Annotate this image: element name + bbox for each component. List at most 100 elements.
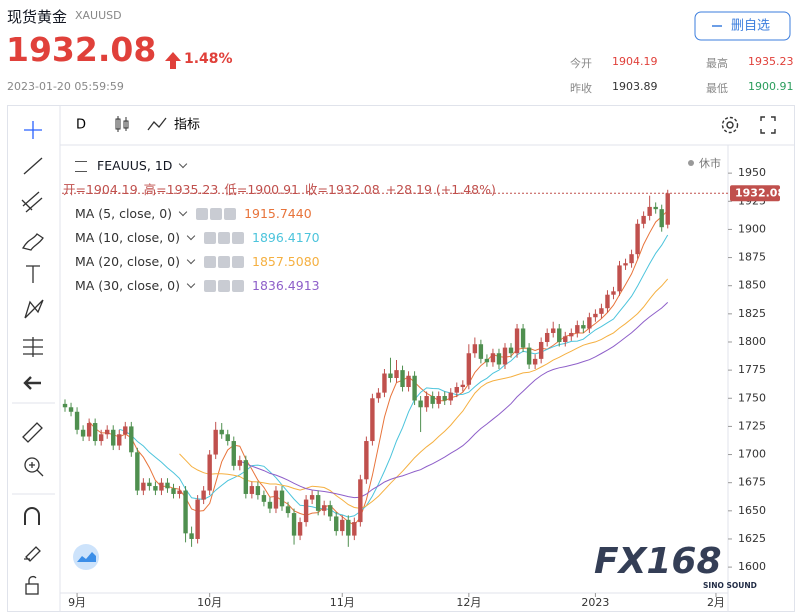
ohlc-value: 开=1904.19 (63, 182, 138, 197)
ma-control[interactable] (218, 256, 231, 268)
candle-body (647, 206, 652, 216)
interval[interactable]: D (76, 118, 86, 133)
trendline-tool[interactable] (23, 157, 43, 175)
lock-tool[interactable] (25, 583, 39, 595)
candle-body (364, 441, 369, 480)
chevron[interactable] (186, 279, 196, 289)
candle-body (490, 353, 496, 363)
lock-draw-tool[interactable] (24, 546, 41, 562)
y-tick-label: 1775 (738, 363, 766, 376)
candle-body (92, 423, 98, 442)
candle-body (159, 482, 164, 491)
candle-body (62, 403, 68, 408)
candle-body (599, 308, 604, 314)
ma-control[interactable] (204, 280, 217, 292)
candle-body (213, 429, 218, 455)
candle-body (231, 441, 236, 466)
indicators[interactable]: 指标 (174, 118, 200, 133)
candle-body (98, 434, 104, 442)
ma-control[interactable] (232, 256, 245, 268)
ma-control[interactable] (210, 208, 223, 220)
candle-body (105, 429, 110, 435)
crosshair-tool[interactable] (24, 121, 42, 139)
candle-body (382, 373, 387, 393)
y-tick-label: 1850 (738, 279, 766, 292)
y-tick-label: 1900 (738, 222, 766, 235)
candle-body (321, 505, 327, 511)
instrument-symbol: XAUUSD (75, 9, 122, 22)
ma-control[interactable] (204, 256, 217, 268)
brush-tool[interactable] (21, 233, 44, 251)
indicator-icon[interactable] (147, 117, 167, 131)
ma-line (119, 234, 669, 518)
y-tick-label: 1800 (738, 335, 766, 348)
candle-body (575, 325, 580, 333)
candle-body (80, 429, 86, 437)
last-price: 1932.08 (6, 30, 157, 69)
chevron[interactable] (186, 255, 196, 265)
candle-body (394, 370, 399, 379)
candle-body (111, 429, 116, 446)
x-tick-label: 12月 (456, 596, 481, 609)
ma-control[interactable] (218, 280, 231, 292)
fullscreen-icon[interactable] (760, 116, 776, 134)
y-tick-label: 1700 (738, 448, 766, 461)
stat-value: 1935.23 (748, 55, 794, 68)
ruler-tool[interactable] (22, 422, 43, 443)
ma-control[interactable] (232, 232, 245, 244)
ma-control[interactable] (224, 208, 237, 220)
candle-body (496, 353, 502, 365)
candle-body (551, 328, 556, 333)
ma-name: MA (5, close, 0) (75, 206, 173, 221)
chevron[interactable] (186, 231, 196, 241)
last-price-tag (730, 185, 780, 202)
ma-control[interactable] (232, 280, 245, 292)
candle-icon[interactable] (115, 116, 129, 132)
ma-controls (196, 208, 238, 220)
zoom-tool[interactable] (24, 457, 40, 473)
collapse-icon[interactable] (75, 160, 87, 172)
ma-row: MA (30, close, 0) 1836.4913 (75, 274, 496, 298)
candle-body (153, 486, 158, 491)
tv-logo[interactable] (73, 544, 99, 570)
chevron[interactable] (178, 207, 188, 217)
x-tick-label: 2023 (581, 596, 609, 609)
candle-body (563, 336, 568, 342)
candle-body (117, 434, 122, 446)
candle-body (195, 499, 200, 539)
candle-body (207, 454, 212, 491)
chevron[interactable] (179, 159, 188, 169)
timestamp: 2023-01-20 05:59:59 (7, 80, 124, 93)
text-tool[interactable] (26, 265, 40, 283)
watchlist-button[interactable] (694, 11, 791, 41)
ma-control[interactable] (218, 232, 231, 244)
candle-body (328, 505, 333, 517)
fib-tool[interactable] (21, 191, 43, 213)
candle-body (334, 516, 339, 532)
y-tick-label: 1725 (738, 419, 766, 432)
back-tool[interactable] (23, 376, 41, 390)
pattern-tool[interactable] (24, 299, 44, 319)
ma-name: MA (20, close, 0) (75, 254, 181, 269)
candle-body (129, 426, 134, 453)
forecast-tool[interactable] (23, 337, 43, 357)
candle-body (460, 384, 466, 388)
candle-body (418, 400, 423, 408)
x-tick-label: 2月 (707, 596, 725, 609)
ma-control[interactable] (204, 232, 217, 244)
ma-value: 1896.4170 (252, 230, 320, 245)
candle-body (358, 479, 363, 523)
magnet-tool[interactable] (24, 507, 40, 525)
ma-control[interactable] (196, 208, 209, 220)
candle-body (171, 488, 176, 494)
settings-icon[interactable] (721, 116, 739, 134)
candle-body (508, 347, 514, 354)
candle-body (466, 353, 472, 385)
ma-line (179, 278, 669, 509)
candle-body (424, 396, 429, 408)
chart-title: FEAUUS, 1D (97, 158, 173, 173)
candle-body (412, 375, 417, 401)
candle-body (406, 375, 411, 388)
button-label[interactable]: 删自选 (731, 19, 770, 34)
